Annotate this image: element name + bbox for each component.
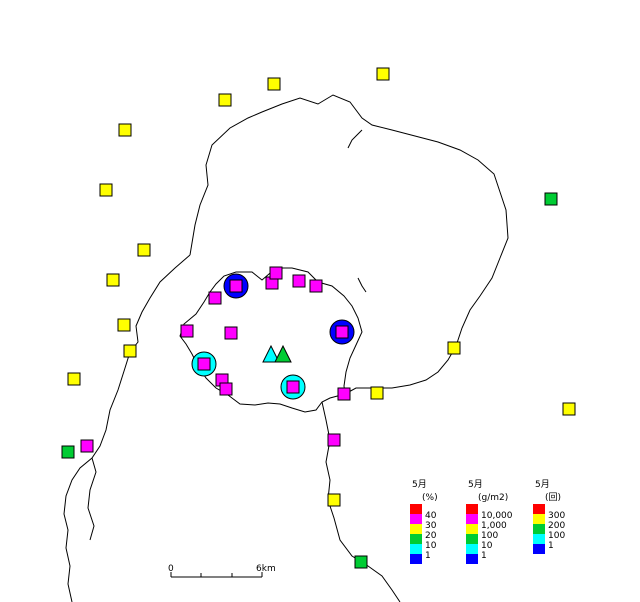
legend-label: 10,000 — [481, 511, 513, 521]
legend-swatch — [466, 504, 478, 514]
legend-swatch — [533, 514, 545, 524]
station-marker — [80, 439, 94, 453]
station-marker — [229, 279, 243, 293]
station-marker — [219, 382, 233, 396]
legend-label: 100 — [548, 531, 565, 541]
legends: 5月(%)4030201015月(g/m2)10,0001,0001001015… — [410, 479, 565, 564]
legend-label: 20 — [425, 531, 437, 541]
legend-label: 1 — [481, 551, 487, 561]
station-marker — [309, 279, 323, 293]
legend-unit: (g/m2) — [478, 493, 508, 503]
station-marker — [61, 445, 75, 459]
legend-month: 5月 — [535, 479, 550, 490]
legend-swatch — [410, 514, 422, 524]
legend-swatch — [466, 554, 478, 564]
crater-marker-icon — [274, 344, 292, 363]
station-marker — [447, 341, 461, 355]
legend-swatch — [533, 534, 545, 544]
station-marker — [292, 274, 306, 288]
island-outline — [189, 94, 509, 395]
scale-end-label: 6km — [256, 564, 276, 574]
legend-swatch — [410, 504, 422, 514]
scale-start-label: 0 — [168, 564, 174, 574]
legend-swatch — [466, 514, 478, 524]
station-marker — [67, 372, 81, 386]
station-marker — [269, 266, 283, 280]
legend-swatch — [533, 524, 545, 534]
station-marker — [197, 357, 211, 371]
station-marker — [335, 325, 349, 339]
legend-unit: (%) — [422, 493, 438, 503]
west-coast — [63, 351, 131, 602]
legend-swatch — [533, 504, 545, 514]
station-marker — [327, 433, 341, 447]
legend-swatch — [410, 554, 422, 564]
station-marker — [117, 318, 131, 332]
station-marker — [562, 402, 576, 416]
legend-label: 10 — [481, 541, 493, 551]
legend-label: 30 — [425, 521, 437, 531]
station-marker — [224, 326, 238, 340]
legend-swatch — [410, 524, 422, 534]
craters — [262, 344, 292, 363]
legend-label: 1 — [425, 551, 431, 561]
station-marker — [370, 386, 384, 400]
station-marker — [180, 324, 194, 338]
station-marker — [286, 380, 300, 394]
legend-label: 1,000 — [481, 521, 507, 531]
legend-month: 5月 — [468, 479, 483, 490]
legend-label: 1 — [548, 541, 554, 551]
harbor-outline — [87, 457, 97, 541]
legend-month: 5月 — [412, 479, 427, 490]
legend-swatch — [410, 544, 422, 554]
islet-1 — [347, 129, 363, 149]
scale-bar: 0 6km — [168, 564, 276, 578]
legend-unit: (回) — [545, 492, 561, 503]
legend-label: 100 — [481, 531, 498, 541]
caldera-outline — [129, 254, 191, 353]
station-marker — [376, 67, 390, 81]
station-marker — [218, 93, 232, 107]
station-marker — [123, 344, 137, 358]
station-marker — [267, 77, 281, 91]
islet-2 — [357, 277, 367, 293]
station-marker — [118, 123, 132, 137]
legend-label: 10 — [425, 541, 437, 551]
station-marker — [208, 291, 222, 305]
station-marker — [544, 192, 558, 206]
legend-swatch — [466, 534, 478, 544]
crater-marker-icon — [262, 344, 280, 363]
legend-swatch — [466, 544, 478, 554]
legend-label: 300 — [548, 511, 565, 521]
station-marker — [337, 387, 351, 401]
legend-swatch — [466, 524, 478, 534]
legend-swatch — [533, 544, 545, 554]
legend-label: 40 — [425, 511, 437, 521]
inner-coast — [179, 267, 363, 413]
station-marker — [137, 243, 151, 257]
station-marker — [354, 555, 368, 569]
legend-swatch — [410, 534, 422, 544]
legend-label: 200 — [548, 521, 565, 531]
station-marker — [327, 493, 341, 507]
stations — [61, 67, 576, 569]
station-marker — [106, 273, 120, 287]
station-marker — [99, 183, 113, 197]
